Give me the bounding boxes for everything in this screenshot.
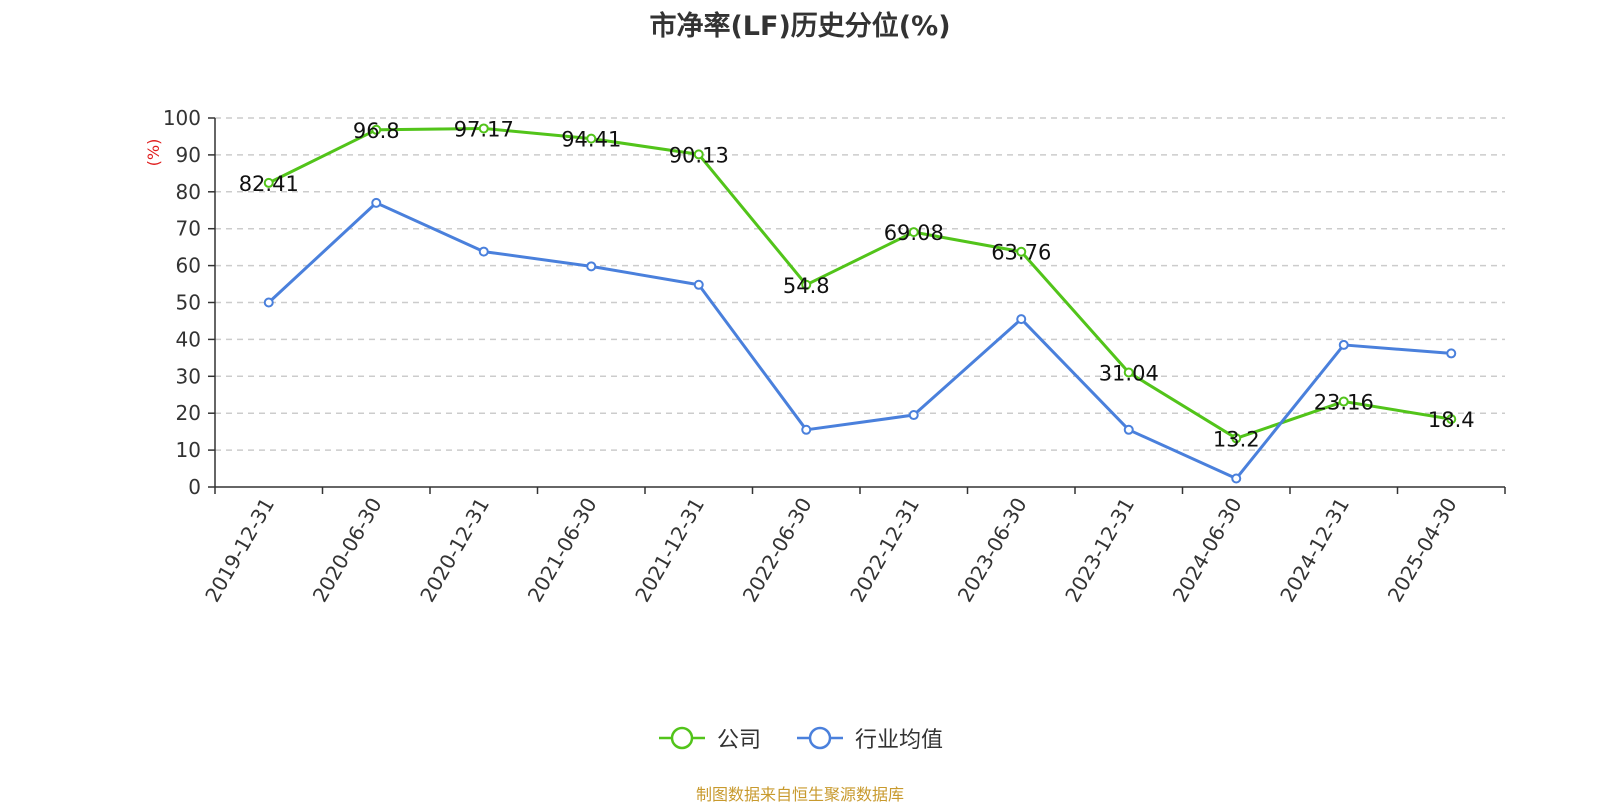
data-point [908,227,919,238]
data-point [1123,424,1134,435]
data-label: 90.13 [669,143,729,167]
data-point [1231,473,1242,484]
x-tick-label: 2021-06-30 [523,494,602,607]
y-tick-label: 0 [188,475,201,499]
x-tick-label: 2020-12-31 [415,494,494,607]
x-tick-label: 2023-12-31 [1060,494,1139,607]
x-tick-label: 2025-04-30 [1383,494,1462,607]
x-tick-label: 2021-12-31 [630,494,709,607]
data-point [1231,433,1242,444]
data-point [801,279,812,290]
data-label: 31.04 [1099,361,1159,385]
data-point [1016,246,1027,257]
data-point [586,133,597,144]
data-label: 69.08 [884,221,944,245]
data-point [371,197,382,208]
data-point [801,424,812,435]
data-point [1016,314,1027,325]
y-tick-label: 10 [176,438,201,462]
x-tick-label: 2022-12-31 [845,494,924,607]
data-point [478,246,489,257]
x-tick-label: 2022-06-30 [738,494,817,607]
y-tick-label: 30 [176,364,201,388]
x-tick-label: 2020-06-30 [308,494,387,607]
data-point [693,149,704,160]
chart-title: 市净率(LF)历史分位(%) [649,11,951,42]
data-point [371,124,382,135]
legend-label: 公司 [716,728,761,753]
data-label: 97.17 [454,117,514,141]
legend-item-1[interactable]: 行业均值 [795,722,943,754]
legend: 公司 行业均值 [0,722,1600,754]
label-layer: 82.41 96.8 97.17 94.41 90.13 54.8 69.08 63.76 31… [239,117,1475,451]
data-label: 13.2 [1213,427,1260,451]
x-tick-label: 2024-12-31 [1275,494,1354,607]
y-axis-label: (%) [144,139,163,167]
data-point [1338,396,1349,407]
data-label: 23.16 [1314,391,1374,415]
data-point [1446,414,1457,425]
grid-layer [215,117,1505,451]
data-label: 96.8 [353,119,400,143]
y-tick-label: 100 [163,106,201,130]
x-tick-label: 2024-06-30 [1168,494,1247,607]
data-label: 54.8 [783,274,830,298]
data-point [1338,339,1349,350]
legend-line-circle-icon [797,726,843,750]
source-note: 制图数据来自恒生聚源数据库 [695,785,904,804]
y-tick-label: 40 [176,327,201,351]
data-point [1123,367,1134,378]
data-point [478,123,489,134]
data-point [586,261,597,272]
data-point [693,279,704,290]
series-layer [263,123,1457,484]
data-point [263,177,274,188]
y-tick-label: 70 [176,217,201,241]
data-label: 94.41 [561,128,621,152]
data-point [908,410,919,421]
legend-label: 行业均值 [855,728,944,753]
series-line-0 [268,126,1452,440]
y-tick-label: 20 [176,401,201,425]
data-label: 82.41 [239,172,299,196]
y-tick-label: 80 [176,180,201,204]
data-label: 18.4 [1428,408,1475,432]
data-label: 63.76 [991,241,1051,265]
data-point [263,297,274,308]
y-tick-label: 90 [176,143,201,167]
y-tick-label: 60 [176,254,201,278]
series-line-1 [267,201,1452,481]
data-point [1446,348,1457,359]
y-tick-label: 50 [176,291,201,315]
legend-line-circle-icon [658,726,705,750]
x-tick-label: 2019-12-31 [200,494,279,607]
axis-layer: 0 10 20 30 40 50 60 70 80 90 100(%) 2019-12-31 2020-… [144,106,1506,607]
legend-item-0[interactable]: 公司 [657,722,761,754]
x-tick-label: 2023-06-30 [953,494,1032,607]
